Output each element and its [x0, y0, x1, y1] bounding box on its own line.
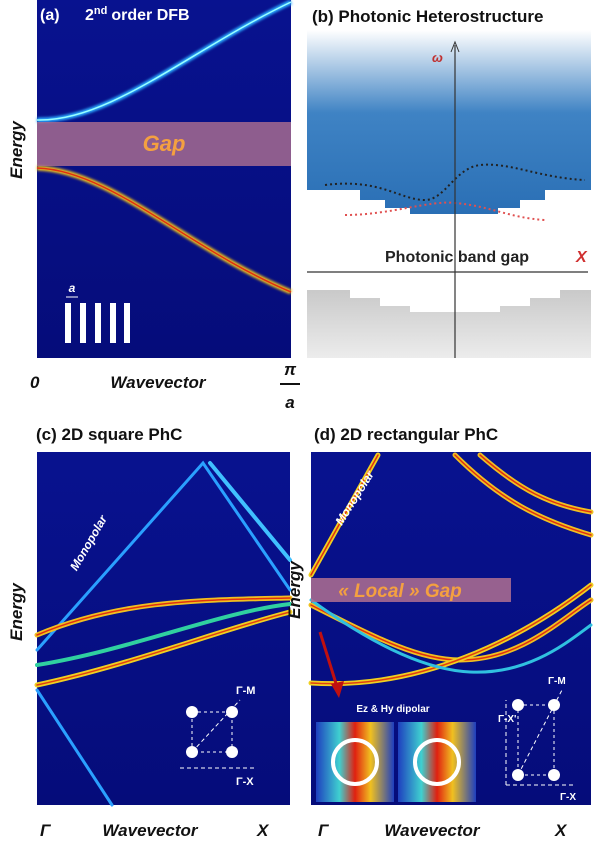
- y-axis-label: Energy: [285, 560, 304, 619]
- panel-title: (b) Photonic Heterostructure: [312, 7, 543, 26]
- subtitle-rest: order DFB: [111, 7, 189, 24]
- panel-b: (b) Photonic Heterostructure ω Photonic …: [307, 7, 591, 358]
- band-image: [37, 452, 290, 805]
- gap-label: Gap: [143, 131, 186, 156]
- direction-label: Γ-X': [498, 714, 516, 725]
- subtitle-sup: nd: [94, 5, 107, 17]
- direction-label: Γ-M: [236, 685, 255, 697]
- panel-title: (c) 2D square PhC: [36, 425, 182, 444]
- x-start: 0: [30, 373, 40, 392]
- y-axis-label: Energy: [7, 120, 26, 179]
- direction-label: Γ-X: [236, 776, 254, 788]
- x-end-bottom: a: [285, 393, 294, 412]
- x-end: X: [554, 821, 568, 840]
- period-label: a: [69, 281, 76, 295]
- direction-label: Γ-X: [560, 792, 576, 803]
- field-map: [316, 722, 394, 802]
- panel-c: (c) 2D square PhC Monopolar Γ-M Γ-X Ener…: [7, 425, 290, 840]
- field-map: [398, 722, 476, 802]
- figure: Gap (a) 2nd order DFB a Energy 0 Wavevect…: [0, 0, 596, 844]
- x-start: Γ: [40, 821, 52, 840]
- inset-title: Ez & Hy dipolar: [356, 704, 429, 715]
- gap-label: Photonic band gap: [385, 249, 529, 266]
- y-axis-label: Energy: [7, 582, 26, 641]
- omega-label: ω: [432, 50, 443, 65]
- x-start: Γ: [318, 821, 330, 840]
- x-axis-label: Wavevector: [110, 373, 207, 392]
- x-end-top: π: [284, 360, 297, 379]
- x-axis-label: Wavevector: [102, 821, 199, 840]
- panel-title: (d) 2D rectangular PhC: [314, 425, 498, 444]
- x-label: X: [575, 249, 588, 266]
- subtitle-base: 2: [85, 7, 94, 24]
- gap-label: « Local » Gap: [338, 581, 462, 602]
- x-end: X: [256, 821, 270, 840]
- band-image: [37, 0, 291, 358]
- panel-title: (a): [40, 7, 60, 24]
- x-axis-label: Wavevector: [384, 821, 481, 840]
- panel-d: (d) 2D rectangular PhC « Local » Gap Mon…: [285, 425, 591, 840]
- direction-label: Γ-M: [548, 676, 566, 687]
- panel-a: Gap (a) 2nd order DFB a Energy 0 Wavevect…: [7, 0, 300, 412]
